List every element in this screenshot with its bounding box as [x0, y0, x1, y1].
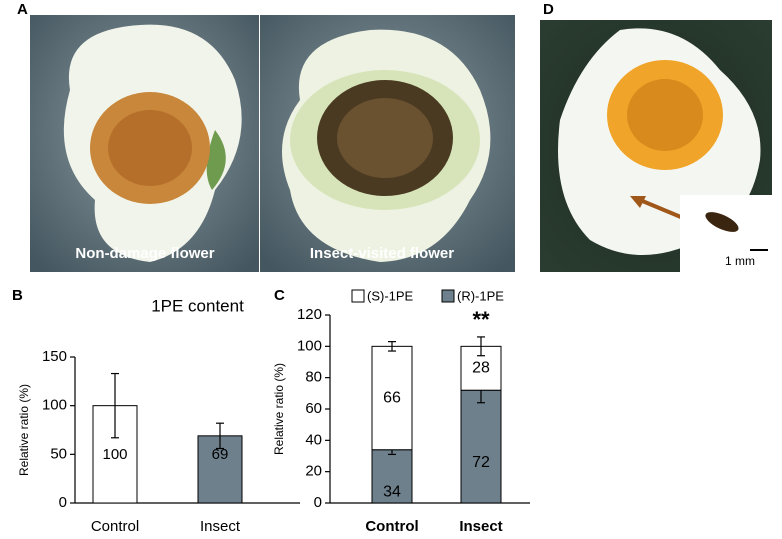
panel-label: D [543, 1, 554, 18]
photo-non-damage [30, 15, 259, 272]
y-tick-label: 150 [42, 348, 67, 365]
y-axis-label: Relative ratio (%) [272, 363, 286, 455]
y-tick-label: 120 [297, 306, 322, 323]
x-tick-label: Control [365, 518, 418, 535]
y-tick-label: 100 [297, 337, 322, 354]
photo-caption: Non-damage flower [75, 245, 214, 262]
significance: ** [472, 307, 490, 332]
y-tick-label: 80 [305, 369, 322, 386]
panel-label: C [274, 287, 285, 304]
legend-swatch [351, 289, 365, 303]
legend-label: (S)-1PE [367, 288, 414, 303]
y-tick-label: 0 [314, 494, 322, 511]
y-axis-label: Relative ratio (%) [17, 384, 31, 476]
value-label: 28 [472, 359, 490, 376]
photo-flower-insect [540, 20, 772, 272]
photo-caption: Insect-visited flower [310, 245, 454, 262]
y-tick-label: 40 [305, 431, 322, 448]
value-label: 100 [102, 446, 127, 463]
legend-swatch [441, 289, 455, 303]
x-tick-label: Control [91, 518, 139, 535]
value-label: 34 [383, 484, 401, 501]
y-tick-label: 20 [305, 463, 322, 480]
value-label: 72 [472, 454, 490, 471]
bar-segment [371, 345, 413, 451]
y-tick-label: 50 [50, 445, 67, 462]
y-tick-label: 100 [42, 397, 67, 414]
value-label: 69 [212, 446, 229, 463]
legend-label: (R)-1PE [457, 288, 504, 303]
x-tick-label: Insect [459, 518, 502, 535]
y-tick-label: 0 [59, 494, 67, 511]
panel-label: B [12, 287, 23, 304]
photo-insect-visited [260, 15, 515, 272]
chart-title: 1PE content [151, 296, 244, 315]
y-tick-label: 60 [305, 400, 322, 417]
scale-bar-label: 1 mm [725, 254, 755, 268]
bar-segment [460, 389, 502, 504]
panel-label: A [17, 1, 28, 18]
x-tick-label: Insect [200, 518, 241, 535]
value-label: 66 [383, 389, 401, 406]
